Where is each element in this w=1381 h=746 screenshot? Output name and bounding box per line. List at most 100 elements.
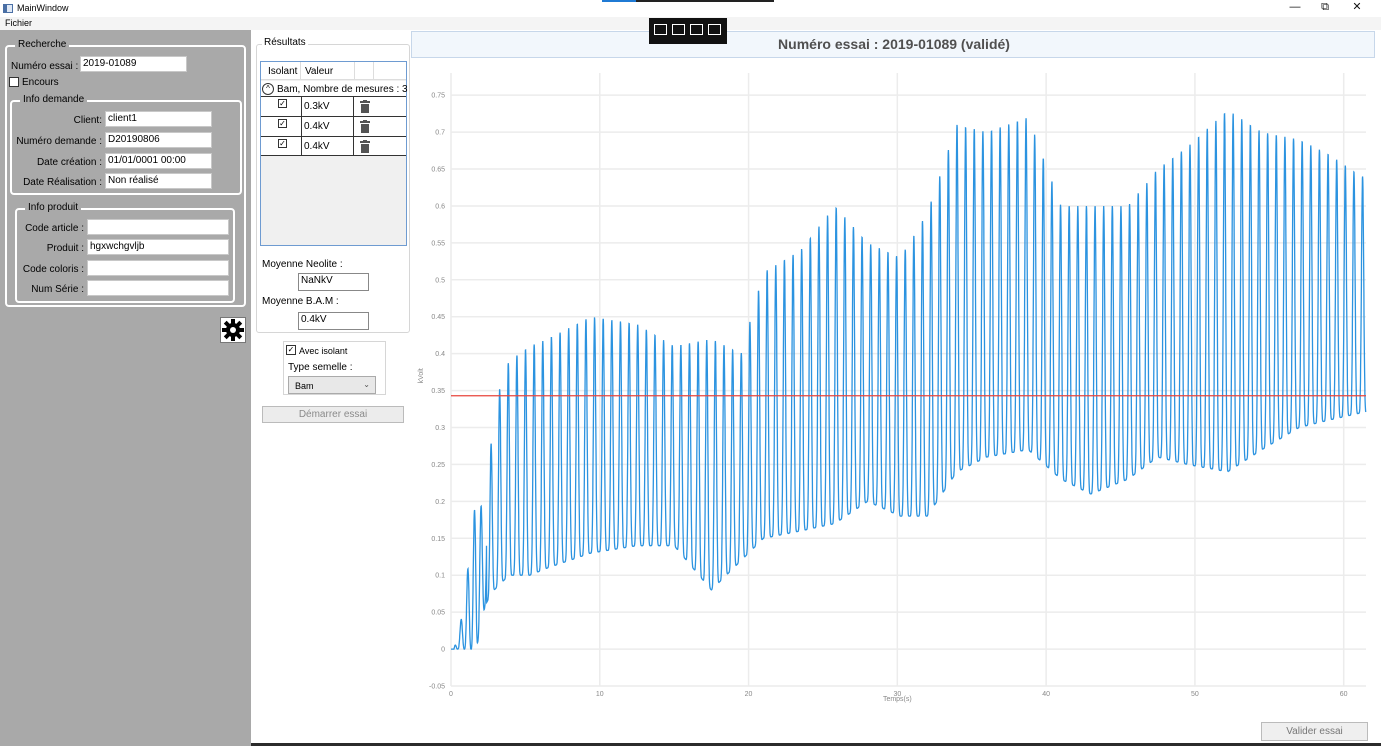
encours-label: Encours <box>22 77 59 88</box>
y-tick-label: 0.1 <box>435 573 445 580</box>
y-tick-label: 0.05 <box>431 610 445 617</box>
info-produit-title: Info produit <box>25 202 82 213</box>
info-produit-group: Info produit <box>15 202 235 303</box>
options-group <box>283 341 386 395</box>
row-checkbox[interactable]: ✓ <box>278 119 287 128</box>
capture-toolbar <box>649 18 727 44</box>
chevron-down-icon: ⌄ <box>363 380 370 389</box>
y-tick-label: 0 <box>441 647 445 654</box>
left-panel: Recherche Numéro essai : 2019-01089 Enco… <box>0 30 251 746</box>
client-label: Client: <box>73 115 102 126</box>
gear-icon <box>222 319 244 341</box>
x-tick-label: 30 <box>893 691 901 698</box>
num-serie-field[interactable] <box>87 280 229 296</box>
group-label: Bam, Nombre de mesures : 3 <box>277 84 408 95</box>
y-tick-label: 0.55 <box>431 240 445 247</box>
row-checkbox[interactable]: ✓ <box>278 99 287 108</box>
trash-icon[interactable] <box>360 140 370 153</box>
title-accent-strip <box>602 0 774 2</box>
moyenne-bam-label: Moyenne B.A.M : <box>262 296 339 307</box>
grid-group-row: ^ Bam, Nombre de mesures : 3 <box>261 81 408 97</box>
date-creation-label: Date création : <box>36 157 102 168</box>
restore-button[interactable]: ⧉ <box>1321 1 1329 13</box>
collapse-icon[interactable]: ^ <box>262 83 274 95</box>
y-tick-label: -0.05 <box>429 684 445 691</box>
row-checkbox[interactable]: ✓ <box>278 139 287 148</box>
menu-fichier[interactable]: Fichier <box>5 18 33 28</box>
type-semelle-label: Type semelle : <box>288 362 353 373</box>
x-tick-label: 40 <box>1042 691 1050 698</box>
encours-checkbox[interactable] <box>9 77 19 87</box>
y-tick-label: 0.6 <box>435 203 445 210</box>
capture-freeform-icon[interactable] <box>672 24 685 35</box>
column-separator <box>373 62 374 80</box>
date-realisation-label: Date Réalisation : <box>23 177 102 188</box>
y-tick-label: 0.75 <box>431 93 445 100</box>
avec-isolant-checkbox[interactable]: ✓ <box>286 345 296 355</box>
x-tick-labels: 0 10 20 30 40 50 60 <box>449 691 1348 698</box>
y-tick-label: 0.7 <box>435 130 445 137</box>
capture-rect-icon[interactable] <box>654 24 667 35</box>
produit-label: Produit : <box>46 243 84 254</box>
y-tick-label: 0.65 <box>431 167 445 174</box>
trash-icon[interactable] <box>360 100 370 113</box>
date-realisation-field[interactable]: Non réalisé <box>105 173 212 189</box>
chart-header-bar: Numéro essai : 2019-01089 (validé) <box>411 31 1375 58</box>
x-tick-label: 10 <box>596 691 604 698</box>
row-value: 0.3kV <box>301 97 354 116</box>
code-coloris-field[interactable] <box>87 260 229 276</box>
moyenne-neolite-field[interactable]: NaNkV <box>298 273 369 291</box>
x-tick-label: 60 <box>1340 691 1348 698</box>
info-demande-group: Info demande <box>10 94 242 195</box>
x-tick-label: 20 <box>745 691 753 698</box>
grid-header: Isolant Valeur <box>261 62 406 80</box>
type-semelle-value: Bam <box>295 381 314 391</box>
demarrer-essai-button[interactable]: Démarrer essai <box>262 406 404 423</box>
window-title: MainWindow <box>17 3 69 13</box>
table-row: ✓ 0.4kV <box>261 136 406 156</box>
y-tick-label: 0.4 <box>435 351 445 358</box>
produit-field[interactable]: hgxwchgvljb <box>87 239 229 255</box>
column-valeur[interactable]: Valeur <box>305 66 334 77</box>
y-tick-label: 0.3 <box>435 425 445 432</box>
code-article-field[interactable] <box>87 219 229 235</box>
x-tick-label: 50 <box>1191 691 1199 698</box>
close-button[interactable]: ✕ <box>1352 1 1362 13</box>
valider-essai-button[interactable]: Valider essai <box>1261 722 1368 741</box>
series-line <box>451 112 1367 650</box>
numero-essai-label: Numéro essai : <box>11 61 79 72</box>
table-row: ✓ 0.3kV <box>261 96 406 116</box>
capture-fullscreen-icon[interactable] <box>708 24 721 35</box>
y-axis-label: kVolt <box>418 368 425 383</box>
y-tick-label: 0.2 <box>435 499 445 506</box>
numero-demande-label: Numéro demande : <box>16 136 102 147</box>
column-separator <box>354 62 355 80</box>
chart-grid <box>450 73 1366 687</box>
resultats-group <box>256 44 410 333</box>
x-axis-label: Temps(s) <box>883 696 912 703</box>
taskbar-edge <box>251 743 1381 746</box>
moyenne-neolite-label: Moyenne Neolite : <box>262 259 343 270</box>
numero-demande-field[interactable]: D20190806 <box>105 132 212 148</box>
capture-window-icon[interactable] <box>690 24 703 35</box>
y-tick-label: 0.35 <box>431 388 445 395</box>
trash-icon[interactable] <box>360 120 370 133</box>
minimize-button[interactable]: — <box>1289 1 1301 13</box>
title-bar: MainWindow — ⧉ ✕ <box>0 0 1381 17</box>
resultats-grid[interactable]: Isolant Valeur ^ Bam, Nombre de mesures … <box>260 61 408 246</box>
type-semelle-select[interactable]: Bam ⌄ <box>288 376 376 394</box>
column-separator <box>300 62 301 80</box>
numero-essai-input[interactable]: 2019-01089 <box>80 56 187 72</box>
y-tick-label: 0.5 <box>435 277 445 284</box>
recherche-group: Recherche <box>5 39 246 307</box>
avec-isolant-label: Avec isolant <box>299 346 348 356</box>
client-field[interactable]: client1 <box>105 111 212 127</box>
y-tick-label: 0.45 <box>431 314 445 321</box>
page-title: Numéro essai : 2019-01089 (validé) <box>778 36 1010 52</box>
date-creation-field[interactable]: 01/01/0001 00:00 <box>105 153 212 169</box>
moyenne-bam-field[interactable]: 0.4kV <box>298 312 369 330</box>
column-isolant[interactable]: Isolant <box>268 66 298 77</box>
settings-button[interactable] <box>220 317 246 343</box>
recherche-title: Recherche <box>15 39 70 50</box>
row-value: 0.4kV <box>301 117 354 136</box>
